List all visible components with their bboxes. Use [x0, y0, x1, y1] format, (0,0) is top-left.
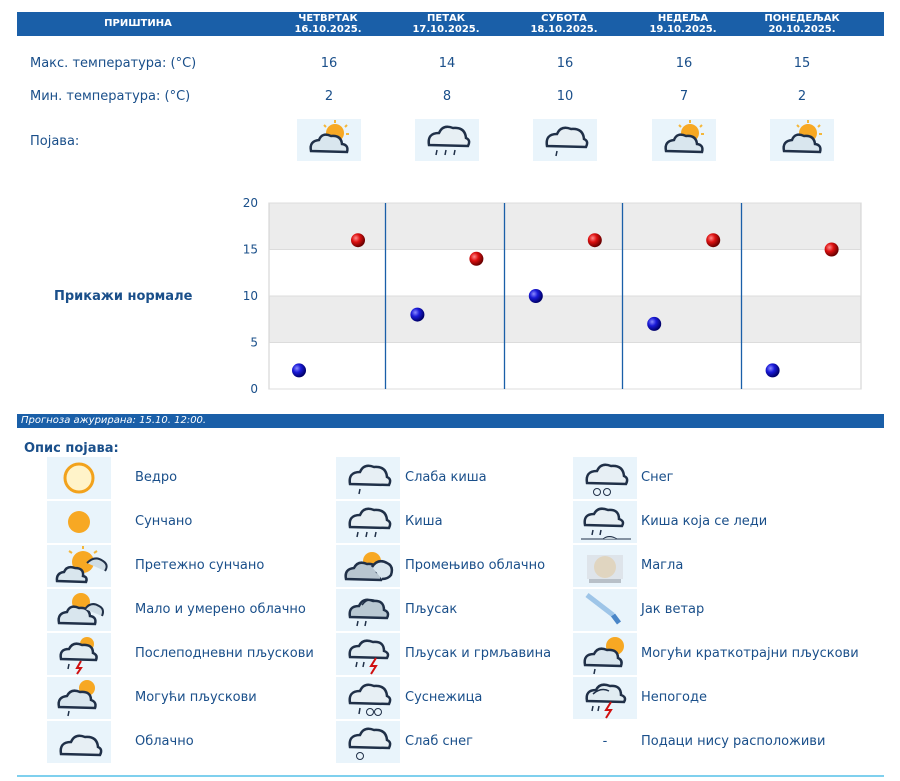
max-temp-value: 14	[438, 56, 456, 71]
min-temp-value: 7	[679, 89, 689, 104]
chart-point-min	[765, 363, 780, 378]
snow-icon	[573, 457, 637, 499]
legend-label: Могући пљускови	[135, 690, 257, 705]
chart-band	[269, 342, 861, 389]
bottom-divider	[17, 775, 884, 777]
legend-title: Опис појава:	[24, 441, 119, 456]
max-temp-value: 16	[556, 56, 574, 71]
min-temp-value: 2	[324, 89, 334, 104]
clear-sun-icon	[47, 457, 111, 499]
min-temp-value: 2	[797, 89, 807, 104]
forecast-updated-bar: Прогноза ажурирана: 15.10. 12:00.	[17, 414, 884, 428]
forecast-header: ПРИШТИНА ЧЕТВРТАК 16.10.2025. ПЕТАК 17.10.…	[17, 12, 884, 36]
light-snow-icon	[336, 721, 400, 763]
chart-y-tick-label: 15	[243, 243, 258, 257]
legend-label: Јак ветар	[641, 602, 705, 617]
chart-point-min	[292, 363, 306, 378]
legend-label: Ведро	[135, 470, 178, 485]
partly-cloudy-sun-icon	[297, 119, 361, 161]
rain-icon	[415, 119, 479, 161]
chart-band	[269, 249, 861, 296]
partly-cloudy-icon	[47, 589, 111, 631]
sunny-icon	[47, 501, 111, 543]
cloudy-icon	[47, 721, 111, 763]
day-header: НЕДЕЉА 19.10.2025.	[649, 13, 717, 35]
chart-band	[269, 203, 861, 250]
legend-label: Киша	[405, 514, 443, 529]
forecast-updated-text: Прогноза ажурирана: 15.10. 12:00.	[21, 415, 207, 426]
sleet-icon	[336, 677, 400, 719]
legend-label: Подаци нису расположиви	[641, 734, 826, 749]
max-temp-value: 16	[320, 56, 338, 71]
variable-cloudy-icon	[336, 545, 400, 587]
chart-point-max	[706, 233, 721, 248]
not-available-marker: -	[602, 734, 608, 749]
legend-label: Мало и умерено облачно	[135, 602, 306, 617]
max-temp-value: 15	[793, 56, 811, 71]
legend-label: Суснежица	[405, 690, 483, 705]
max-temp-value: 16	[675, 56, 693, 71]
partly-cloudy-sun-icon	[652, 119, 716, 161]
chart-point-min	[410, 307, 425, 322]
severe-weather-icon	[573, 677, 637, 719]
legend-label: Пљусак	[405, 602, 458, 617]
chart-point-min	[528, 289, 543, 303]
chart-y-tick-label: 10	[243, 289, 258, 303]
chart-point-max	[587, 233, 602, 248]
max-temp-label: Макс. температура: (°C)	[30, 56, 197, 71]
legend-label: Облачно	[135, 734, 194, 749]
legend-label: Магла	[641, 558, 684, 573]
legend-label: Пљусак и грмљавина	[405, 646, 552, 661]
phenomenon-label: Појава:	[30, 134, 80, 149]
strong-wind-icon	[573, 589, 637, 631]
chart-point-max	[824, 242, 839, 257]
light-rain-icon	[533, 119, 597, 161]
fog-icon	[573, 545, 637, 587]
chart-point-max	[351, 233, 365, 248]
mostly-sunny-icon	[47, 545, 111, 587]
legend-label: Киша која се леди	[641, 514, 768, 529]
possible-showers-icon	[47, 677, 111, 719]
day-header: СУБОТА 18.10.2025.	[530, 13, 598, 35]
legend-label: Претежно сунчано	[135, 558, 265, 573]
chart-y-tick-label: 0	[250, 382, 258, 396]
legend-label: Промењиво облачно	[405, 558, 546, 573]
legend-label: Слаба киша	[405, 470, 487, 485]
chart-y-tick-label: 20	[243, 196, 258, 210]
min-temp-label: Мин. температура: (°C)	[30, 89, 191, 104]
light-rain-icon	[336, 457, 400, 499]
shower-icon	[336, 589, 400, 631]
chart-point-max	[469, 251, 484, 266]
legend-label: Снег	[641, 470, 674, 485]
legend-label: Слаб снег	[405, 734, 473, 749]
city-name: ПРИШТИНА	[104, 18, 172, 29]
partly-cloudy-sun-icon	[770, 119, 834, 161]
rain-icon	[336, 501, 400, 543]
chart-band	[269, 296, 861, 343]
min-temp-value: 8	[442, 89, 452, 104]
thunderstorm-icon	[336, 633, 400, 675]
chart-point-min	[647, 316, 662, 331]
legend-label: Сунчано	[135, 514, 193, 529]
day-header: ПЕТАК 17.10.2025.	[412, 13, 480, 35]
legend-label: Непогоде	[641, 690, 707, 705]
legend-label: Могући краткотрајни пљускови	[641, 646, 859, 661]
show-normals-link[interactable]: Прикажи нормале	[54, 289, 193, 304]
temperature-chart: 0 5 10 15 20	[243, 196, 862, 396]
min-temp-value: 10	[556, 89, 574, 104]
afternoon-showers-icon	[47, 633, 111, 675]
freezing-rain-icon	[573, 501, 637, 543]
day-header: ЧЕТВРТАК 16.10.2025.	[294, 13, 362, 35]
day-header: ПОНЕДЕЉАК 20.10.2025.	[764, 13, 840, 35]
chart-y-tick-label: 5	[250, 336, 258, 350]
legend-label: Послеподневни пљускови	[135, 646, 314, 661]
brief-showers-icon	[573, 633, 637, 675]
